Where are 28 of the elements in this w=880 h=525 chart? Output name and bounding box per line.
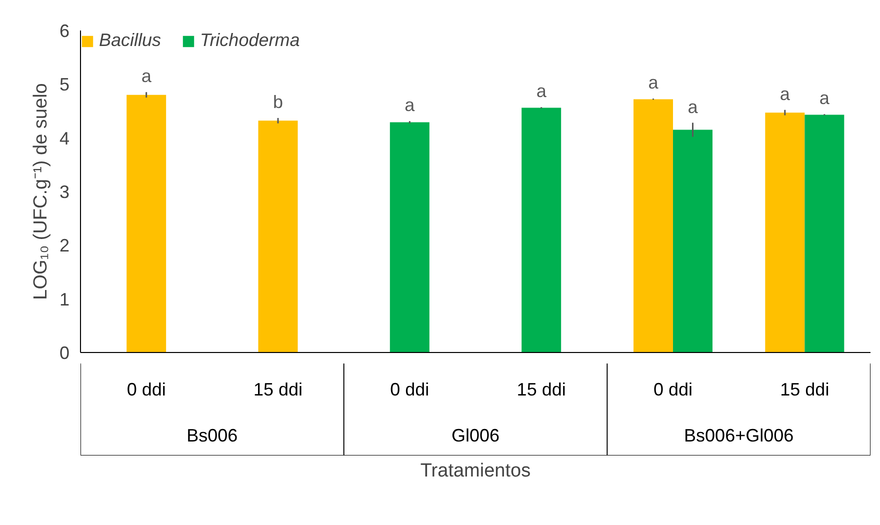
text: Gl006 xyxy=(451,425,500,446)
y-tick-label: 1 xyxy=(59,289,70,310)
data-label: a xyxy=(819,88,830,108)
legend-label: Bacillus xyxy=(99,30,162,51)
legend-label: Trichoderma xyxy=(200,30,300,51)
y-tick-label: 2 xyxy=(59,236,70,256)
y-tick-label: 5 xyxy=(59,74,70,95)
x-tick-label: 0 ddi xyxy=(390,379,430,400)
data-label: a xyxy=(141,66,152,86)
y-axis-title: LOG₁₀ (UFC.g⁻¹) de suelo xyxy=(30,83,52,300)
text: Bs006+Gl006 xyxy=(684,425,794,446)
y-tick-label: 4 xyxy=(59,128,70,148)
data-label: a xyxy=(780,84,791,104)
y-tick-label: 0 xyxy=(59,343,70,363)
data-label: a xyxy=(536,81,548,102)
x-tick-label: 0 ddi xyxy=(126,379,166,400)
text: Bs006 xyxy=(186,425,238,446)
data-label: a xyxy=(688,96,699,117)
y-tick-label: 3 xyxy=(59,182,70,202)
x-tick-label: 0 ddi xyxy=(653,379,693,400)
x-axis-title: Tratamientos xyxy=(420,460,531,482)
x-tick-label: 15 ddi xyxy=(253,379,303,400)
data-label: a xyxy=(404,95,416,116)
data-label: b xyxy=(272,92,284,112)
y-tick-label: 6 xyxy=(59,21,70,41)
data-label: a xyxy=(648,72,660,93)
x-tick-label: 15 ddi xyxy=(516,379,566,400)
x-tick-label: 15 ddi xyxy=(780,379,830,400)
